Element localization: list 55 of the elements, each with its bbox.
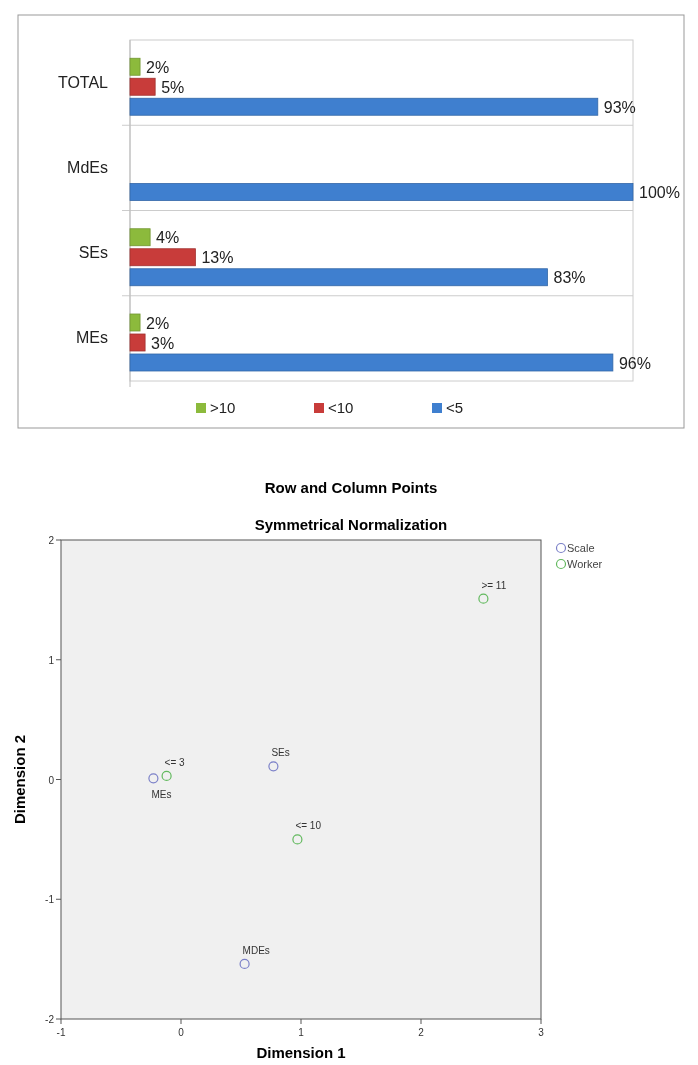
annotation: MEs: [151, 789, 172, 801]
x-tick-label: 0: [178, 1027, 185, 1038]
y-tick-label: TOTAL: [57, 73, 109, 91]
x-axis-title: Dimension 1: [256, 1044, 346, 1061]
legend-label: <5: [446, 399, 464, 416]
x-tick-label: 3: [538, 1027, 545, 1038]
data-label: 3%: [151, 334, 175, 352]
y-axis-title: Dimension 2: [11, 734, 28, 825]
bar: [129, 228, 151, 247]
point: [239, 958, 250, 970]
legend-label: Worker: [567, 558, 603, 570]
x-tick-label: -1: [56, 1027, 66, 1038]
bar: [129, 248, 196, 267]
bar: [129, 77, 156, 96]
legend-label: >10: [210, 399, 236, 416]
legend-label: <10: [328, 399, 354, 416]
legend-label: Scale: [567, 542, 595, 554]
bar: [129, 183, 634, 201]
bar: [129, 97, 599, 116]
point: [478, 593, 489, 604]
annotation: <= 10: [295, 820, 322, 832]
annotation: <= 3: [164, 756, 186, 768]
annotation: SEs: [271, 747, 290, 759]
y-tick-label: -1: [45, 894, 55, 906]
y-tick-label: SEs: [78, 244, 108, 262]
annotation: MDEs: [242, 944, 270, 956]
y-tick-label: MdEs: [67, 158, 108, 176]
y-tick-label: -2: [45, 1014, 55, 1025]
chart-subtitle: Symmetrical Normalization: [254, 516, 448, 533]
point: [268, 761, 279, 772]
y-tick-label: 0: [48, 774, 55, 786]
chart-title: Row and Column Points: [264, 479, 438, 496]
data-label: 96%: [618, 354, 651, 372]
x-tick-label: 2: [418, 1027, 425, 1038]
point: [292, 834, 303, 845]
point: [148, 773, 159, 784]
bar: [129, 353, 614, 372]
y-tick-label: 2: [48, 535, 55, 546]
data-label: 93%: [603, 98, 636, 116]
data-label: 4%: [156, 229, 180, 247]
bar: [129, 333, 146, 352]
point: [161, 770, 172, 782]
bar: [129, 313, 141, 332]
data-label: 2%: [146, 314, 170, 332]
annotation: >= 11: [481, 579, 507, 591]
y-tick-label: 1: [48, 654, 55, 666]
data-label: 2%: [146, 58, 170, 76]
x-tick-label: 1: [298, 1027, 305, 1038]
y-tick-label: MEs: [76, 329, 108, 347]
data-label: 100%: [639, 184, 680, 201]
bar: [129, 57, 141, 76]
data-label: 83%: [553, 269, 586, 287]
data-label: 13%: [201, 249, 234, 267]
data-label: 5%: [161, 78, 185, 96]
bar: [129, 268, 548, 287]
